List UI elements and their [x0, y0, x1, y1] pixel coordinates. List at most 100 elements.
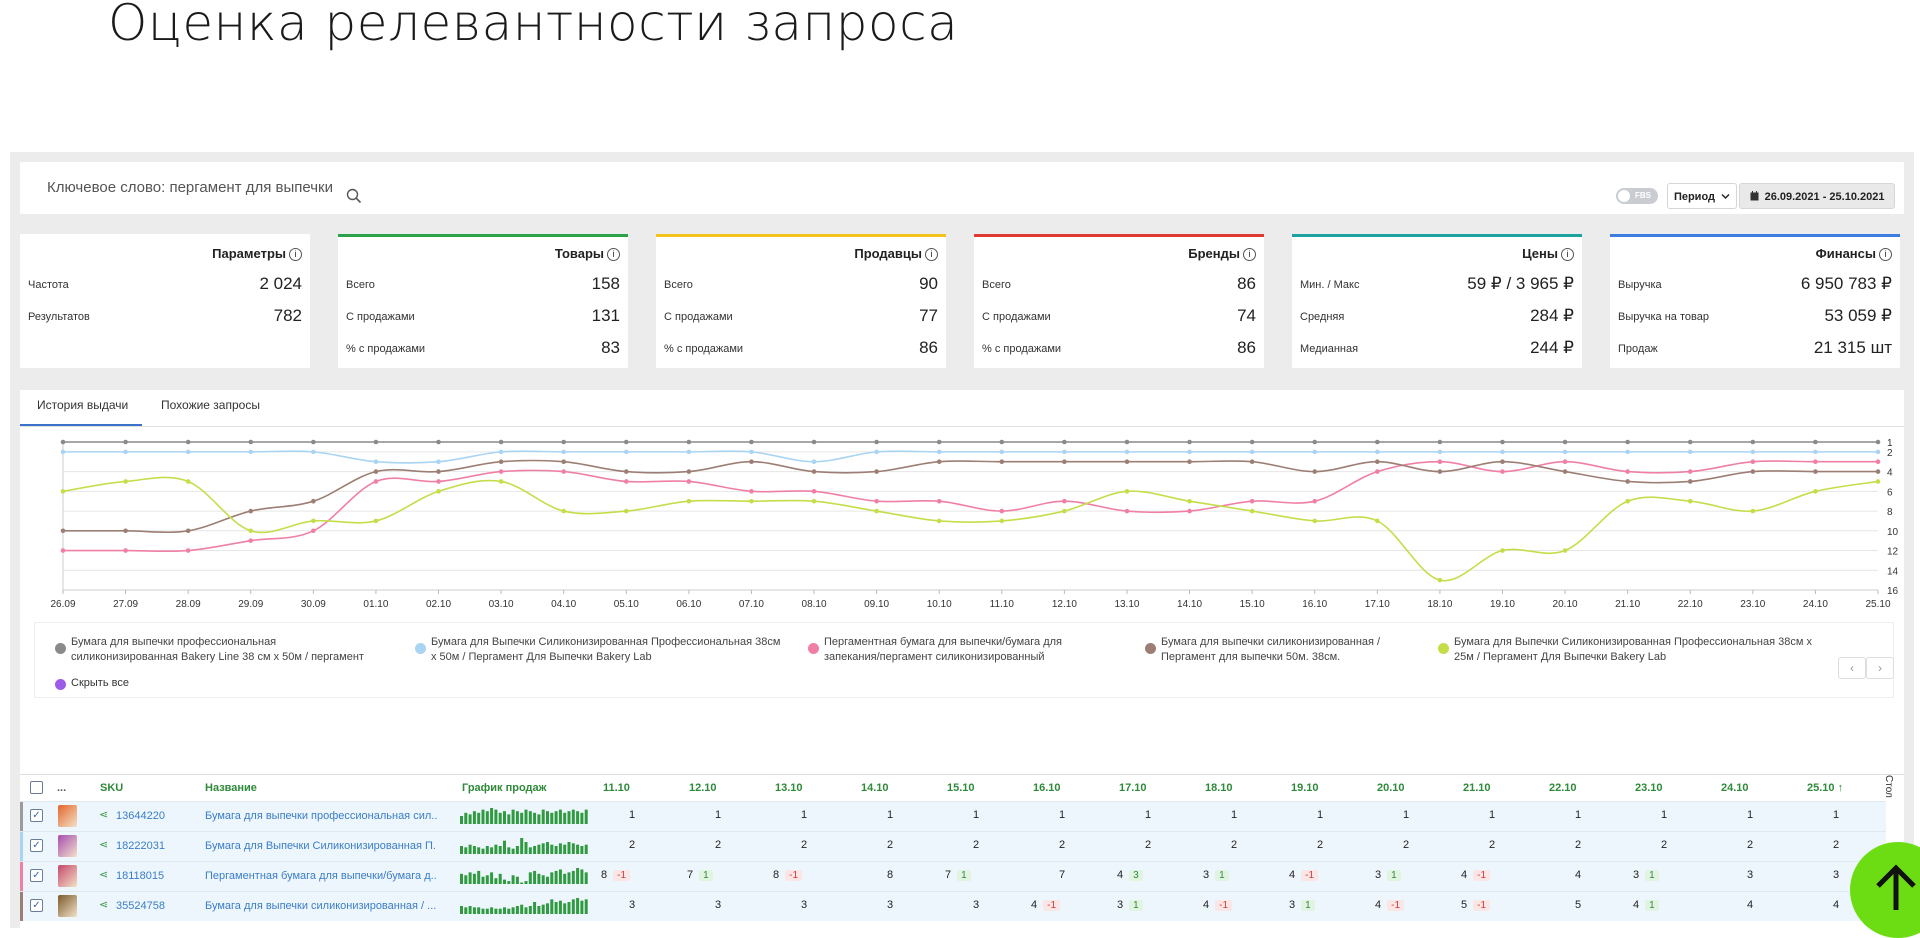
series-point-2: [1687, 469, 1693, 474]
sales-bar: [468, 906, 472, 914]
series-point-1: [248, 449, 254, 455]
series-point-3: [999, 459, 1005, 465]
product-name-link[interactable]: Бумага для выпечки силиконизированная / …: [205, 900, 437, 912]
series-point-2: [811, 489, 817, 494]
product-name-link[interactable]: Бумага для Выпечки Силиконизированная П.…: [205, 840, 437, 852]
header-date[interactable]: 21.10: [1463, 782, 1491, 794]
sales-sparkline: [460, 898, 588, 914]
info-icon[interactable]: i: [1243, 248, 1256, 261]
sales-bar: [460, 846, 463, 854]
table-row[interactable]: ✓ ⋖ 18222031 Бумага для Выпечки Силиконизир…: [20, 831, 1886, 861]
position-cell: 1: [801, 809, 807, 821]
legend-item-3[interactable]: Бумага для выпечки силиконизированная / …: [1145, 635, 1415, 665]
info-icon[interactable]: i: [1879, 248, 1892, 261]
sku-link[interactable]: 35524758: [116, 900, 165, 912]
sales-bar: [558, 843, 562, 854]
x-tick-label: 26.09: [50, 599, 75, 610]
legend-item-4[interactable]: Бумага для Выпечки Силиконизированная Пр…: [1438, 635, 1818, 665]
product-thumbnail[interactable]: [58, 865, 77, 887]
product-thumbnail[interactable]: [58, 835, 77, 857]
legend-hide-all[interactable]: Скрыть все: [55, 677, 129, 690]
header-date[interactable]: 13.10: [775, 782, 803, 794]
header-name[interactable]: Название: [205, 782, 257, 794]
legend-item-1[interactable]: Бумага для Выпечки Силиконизированная Пр…: [415, 635, 785, 665]
info-icon[interactable]: i: [925, 248, 938, 261]
product-name-link[interactable]: Пергаментная бумага для выпечки/бумага д…: [205, 870, 437, 882]
table-row[interactable]: ✓ ⋖ 35524758 Бумага для выпечки силиконизир…: [20, 891, 1886, 921]
header-date[interactable]: 18.10: [1205, 782, 1233, 794]
select-all-checkbox[interactable]: [30, 781, 43, 794]
position-cell: 8 -1: [773, 869, 803, 881]
scroll-top-button[interactable]: [1850, 842, 1920, 938]
product-name-link[interactable]: Бумага для выпечки профессиональная сил.…: [205, 810, 437, 822]
tab-history[interactable]: История выдачи: [37, 398, 129, 412]
columns-toggle[interactable]: Стол: [1876, 775, 1894, 835]
search-keyword-text[interactable]: Ключевое слово: пергамент для выпечки: [47, 179, 333, 196]
chart-legend: Скрыть все ‹ › Бумага для выпечки профес…: [34, 622, 1894, 698]
product-thumbnail[interactable]: [58, 805, 77, 827]
share-icon[interactable]: ⋖: [99, 839, 109, 851]
series-point-1: [1124, 449, 1130, 455]
series-point-2: [436, 479, 441, 484]
header-date[interactable]: 15.10: [947, 782, 975, 794]
sales-bar: [481, 908, 485, 914]
series-point-1: [185, 449, 191, 455]
sales-bar: [567, 811, 571, 824]
header-date[interactable]: 14.10: [861, 782, 889, 794]
position-value: 2: [1489, 839, 1496, 851]
sku-link[interactable]: 18222031: [116, 840, 165, 852]
column-menu[interactable]: ...: [57, 782, 67, 794]
header-date[interactable]: 22.10: [1549, 782, 1577, 794]
period-dropdown[interactable]: Период: [1667, 183, 1737, 209]
info-icon[interactable]: i: [289, 248, 302, 261]
series-point-4: [1562, 548, 1568, 553]
legend-item-2[interactable]: Пергаментная бумага для выпечки/бумага д…: [808, 635, 1108, 665]
row-checkbox[interactable]: ✓: [30, 809, 43, 822]
header-date[interactable]: 11.10: [603, 782, 630, 794]
sales-bar: [472, 846, 476, 854]
series-point-2: [561, 469, 566, 474]
header-date[interactable]: 17.10: [1119, 782, 1147, 794]
date-range-button[interactable]: 26.09.2021 - 25.10.2021: [1739, 183, 1895, 209]
row-checkbox[interactable]: ✓: [30, 869, 43, 882]
header-date[interactable]: 16.10: [1033, 782, 1061, 794]
product-thumbnail[interactable]: [58, 895, 77, 917]
keyword-search-bar[interactable]: Ключевое слово: пергамент для выпечки FB…: [20, 162, 1904, 214]
sales-bar: [550, 899, 554, 914]
table-row[interactable]: ✓ ⋖ 18118015 Пергаментная бумага для выпечк…: [20, 861, 1886, 891]
header-sku[interactable]: SKU: [100, 782, 124, 794]
info-icon[interactable]: i: [1561, 248, 1574, 261]
share-icon[interactable]: ⋖: [99, 869, 109, 881]
series-point-3: [436, 469, 441, 474]
series-point-0: [248, 439, 254, 445]
position-delta-badge: -1: [1387, 900, 1405, 911]
share-icon[interactable]: ⋖: [99, 899, 109, 911]
sku-link[interactable]: 13644220: [116, 810, 165, 822]
fbs-toggle[interactable]: FBS: [1616, 188, 1658, 204]
header-date[interactable]: 23.10: [1635, 782, 1663, 794]
series-point-3: [60, 528, 66, 534]
header-date[interactable]: 25.10 ↑: [1807, 782, 1844, 794]
share-icon[interactable]: ⋖: [99, 809, 109, 821]
info-icon[interactable]: i: [607, 248, 620, 261]
sales-bar: [515, 906, 519, 914]
header-date[interactable]: 19.10: [1291, 782, 1319, 794]
legend-prev-button[interactable]: ‹: [1838, 657, 1866, 679]
row-checkbox[interactable]: ✓: [30, 899, 43, 912]
header-date[interactable]: 24.10: [1721, 782, 1749, 794]
table-row[interactable]: ✓ ⋖ 13644220 Бумага для выпечки профессиона…: [20, 801, 1886, 831]
position-value: 4: [1031, 899, 1038, 911]
legend-item-0[interactable]: Бумага для выпечки профессиональная сили…: [55, 635, 385, 665]
legend-next-button[interactable]: ›: [1866, 657, 1894, 679]
search-icon[interactable]: [346, 188, 362, 209]
series-point-4: [561, 508, 566, 514]
position-cell: 4 -1: [1461, 869, 1491, 881]
row-checkbox[interactable]: ✓: [30, 839, 43, 852]
sku-link[interactable]: 18118015: [116, 870, 165, 882]
header-date[interactable]: 12.10: [689, 782, 717, 794]
tab-similar-queries[interactable]: Похожие запросы: [161, 398, 260, 412]
legend-label: Бумага для Выпечки Силиконизированная Пр…: [1454, 636, 1812, 663]
header-date[interactable]: 20.10: [1377, 782, 1405, 794]
y-tick-label: 12: [1887, 547, 1899, 558]
header-sales-chart[interactable]: График продаж: [462, 782, 547, 794]
